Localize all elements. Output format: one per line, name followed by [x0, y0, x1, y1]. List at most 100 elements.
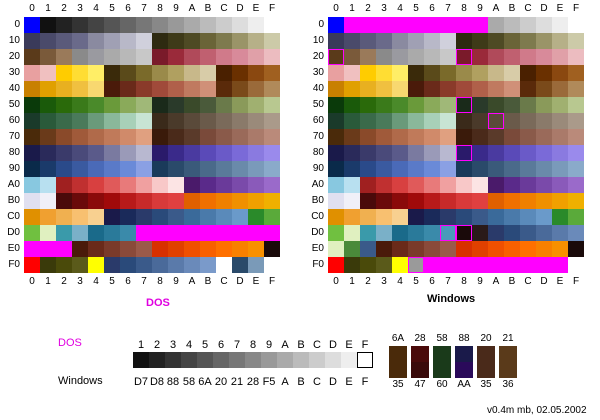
palette-cell: [72, 241, 88, 257]
palette-cell: [200, 97, 216, 113]
palette-cell: [72, 225, 88, 241]
palette-cell: [88, 225, 104, 241]
footer-version: v0.4m mb, 02.05.2002: [487, 405, 587, 416]
palette-cell: [568, 193, 584, 209]
palette-cell: [376, 257, 392, 273]
palette-cell: [120, 145, 136, 161]
palette-cell: [520, 145, 536, 161]
palette-cell: [136, 145, 152, 161]
legend-strip-cell: [197, 352, 213, 368]
palette-cell: [424, 225, 440, 241]
legend-windows-code: C: [313, 376, 321, 388]
palette-cell: [168, 17, 184, 33]
legend-windows-code: 28: [246, 376, 260, 388]
column-label: D: [236, 3, 244, 14]
column-label: 8: [157, 276, 163, 287]
palette-cell: [40, 257, 56, 273]
palette-cell: [568, 161, 584, 177]
palette-cell: [568, 33, 584, 49]
legend-strip-cell: [165, 352, 181, 368]
palette-cell: [456, 145, 472, 161]
palette-cell: [440, 129, 456, 145]
palette-cell: [88, 113, 104, 129]
palette-cell: [248, 33, 264, 49]
palette-cell: [488, 225, 504, 241]
palette-cell: [264, 65, 280, 81]
legend-windows-code: 58: [182, 376, 196, 388]
palette-cell: [120, 241, 136, 257]
palette-cell: [56, 65, 72, 81]
palette-cell: [328, 209, 344, 225]
palette-cell: [536, 225, 552, 241]
palette-cell: [440, 193, 456, 209]
palette-cell: [552, 113, 568, 129]
palette-cell: [200, 241, 216, 257]
legend-dos-code: 4: [185, 339, 193, 351]
column-label: F: [268, 3, 276, 14]
palette-cell: [88, 145, 104, 161]
swatch-top: [389, 346, 407, 362]
palette-cell: [472, 33, 488, 49]
palette-cell: [376, 113, 392, 129]
palette-cell: [536, 17, 552, 33]
row-label: 60: [8, 115, 20, 126]
palette-cell: [232, 129, 248, 145]
palette-cell: [104, 145, 120, 161]
swatch-top-label: 6A: [391, 333, 405, 344]
swatch-top: [433, 346, 451, 362]
row-label: F0: [312, 259, 324, 270]
column-label: 4: [93, 3, 99, 14]
palette-cell: [440, 257, 456, 273]
palette-cell: [168, 209, 184, 225]
swatch-top: [477, 346, 495, 362]
legend-strip-cell: [357, 352, 373, 368]
column-label: 6: [429, 3, 435, 14]
row-label: 40: [8, 83, 20, 94]
palette-cell: [392, 97, 408, 113]
swatch-bottom: [411, 362, 429, 378]
palette-cell: [440, 209, 456, 225]
palette-cell: [424, 65, 440, 81]
legend-windows-code: E: [345, 376, 353, 388]
legend-strip-cell: [133, 352, 149, 368]
palette-cell: [152, 33, 168, 49]
palette-cell: [376, 145, 392, 161]
row-label: 50: [8, 99, 20, 110]
palette-cell: [120, 225, 136, 241]
palette-cell: [488, 129, 504, 145]
palette-cell: [440, 81, 456, 97]
palette-cell: [200, 33, 216, 49]
palette-cell: [360, 17, 376, 33]
row-label: D0: [7, 227, 20, 238]
palette-cell: [24, 129, 40, 145]
palette-cell: [424, 145, 440, 161]
legend-dos-code: A: [281, 339, 289, 351]
palette-cell: [344, 113, 360, 129]
swatch-bottom-label: 60: [436, 379, 448, 390]
palette-cell: [152, 145, 168, 161]
row-label: E0: [7, 243, 20, 254]
palette-cell: [424, 161, 440, 177]
column-label: F: [572, 276, 580, 287]
column-label: D: [236, 276, 244, 287]
palette-cell: [440, 49, 456, 65]
palette-cell: [168, 129, 184, 145]
palette-cell: [408, 97, 424, 113]
palette-cell: [360, 49, 376, 65]
palette-cell: [232, 113, 248, 129]
palette-cell: [424, 257, 440, 273]
palette-cell: [168, 193, 184, 209]
palette-cell: [168, 177, 184, 193]
palette-cell: [56, 17, 72, 33]
palette-cell: [184, 257, 200, 273]
palette-cell: [472, 97, 488, 113]
palette-cell: [456, 65, 472, 81]
palette-cell: [392, 17, 408, 33]
palette-cell: [232, 49, 248, 65]
palette-cell: [136, 81, 152, 97]
row-label: 90: [8, 163, 20, 174]
palette-cell: [168, 145, 184, 161]
palette-cell: [88, 49, 104, 65]
palette-cell: [328, 17, 344, 33]
legend-strip-cell: [277, 352, 293, 368]
